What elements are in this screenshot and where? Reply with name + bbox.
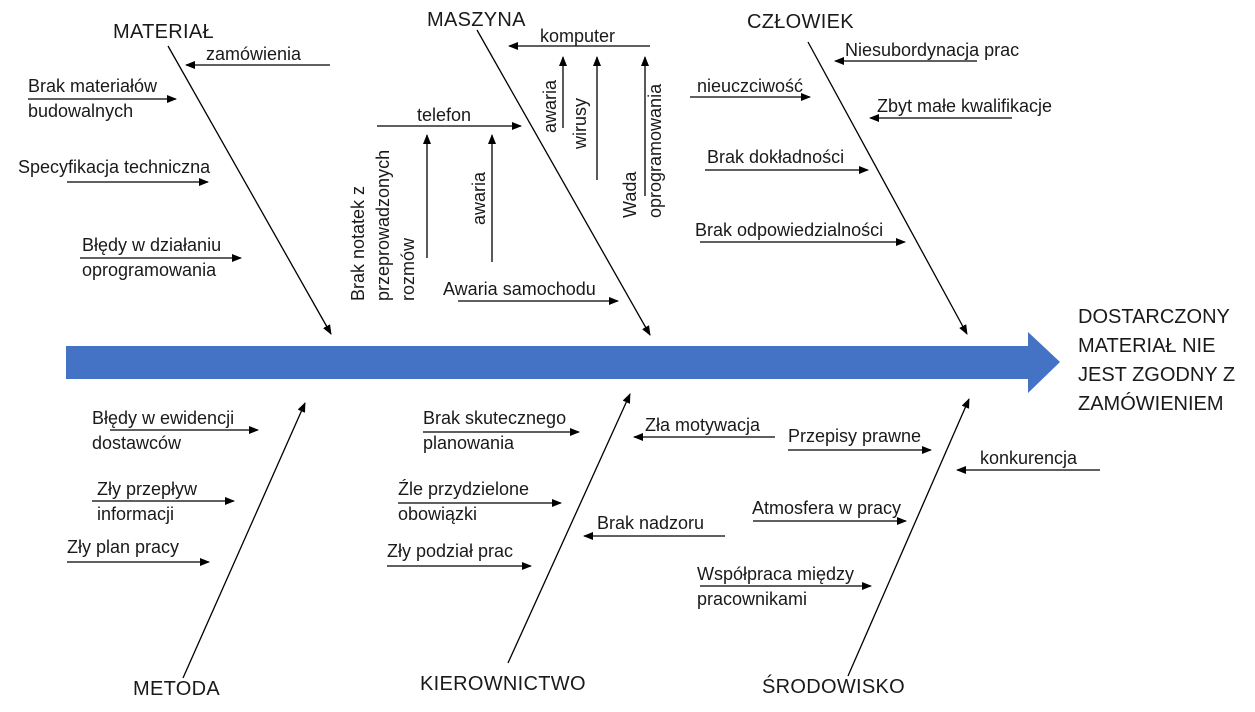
cause-planowanie: Brak skutecznego planowania — [423, 408, 567, 453]
cause-obowiazki: Źle przydzielone obowiązki — [398, 479, 530, 524]
branch-line-material — [167, 45, 332, 335]
branch-line-srodowisko — [847, 398, 970, 677]
branch-line-maszyna — [476, 29, 651, 336]
cause-przepisy: Przepisy prawne — [788, 426, 922, 446]
cause-awaria-samochodu: Awaria samochodu — [443, 279, 596, 299]
cause-brak-notatek: Brak notatek z przeprowadzonych rozmów — [348, 149, 418, 301]
cause-komputer: komputer — [540, 26, 616, 46]
category-title-maszyna: MASZYNA — [427, 9, 526, 31]
cause-niesubordynacja: Niesubordynacja prac — [845, 40, 1020, 60]
cause-wada-oprogramowania: Wada oprogramowania — [620, 83, 665, 218]
cause-nieuczciwosc: nieuczciwość — [697, 76, 804, 96]
cause-specyfikacja: Specyfikacja techniczna — [18, 157, 211, 177]
category-title-czlowiek: CZŁOWIEK — [747, 11, 854, 33]
cause-motywacja: Zła motywacja — [645, 415, 761, 435]
branch-line-kierownictwo — [507, 393, 631, 664]
branch-line-metoda — [182, 402, 306, 679]
cause-wspolpraca: Współpraca między pracownikami — [697, 564, 855, 609]
cause-konkurencja: konkurencja — [980, 448, 1078, 468]
cause-zamowienia: zamówienia — [206, 44, 302, 64]
cause-nadzor: Brak nadzoru — [597, 513, 705, 533]
cause-wirusy: wirusy — [570, 97, 590, 149]
branch-line-czlowiek — [807, 41, 968, 335]
cause-kwalifikacje: Zbyt małe kwalifikacje — [877, 96, 1053, 116]
cause-awaria-telefonu: awaria — [469, 171, 489, 225]
cause-brak-materialow: Brak materiałów budowalnych — [28, 76, 158, 121]
cause-podzial: Zły podział prac — [387, 541, 514, 561]
cause-ewidencja: Błędy w ewidencji dostawców — [92, 408, 235, 453]
cause-bledy-dzialanie: Błędy w działaniu oprogramowania — [82, 235, 222, 280]
cause-telefon: telefon — [417, 105, 472, 125]
effect-statement: DOSTARCZONY MATERIAŁ NIE JEST ZGODNY Z Z… — [1078, 306, 1236, 415]
category-title-kierownictwo: KIEROWNICTWO — [420, 673, 586, 695]
cause-odpowiedzialnosc: Brak odpowiedzialności — [695, 220, 884, 240]
cause-awaria-komputera: awaria — [540, 79, 560, 133]
category-title-material: MATERIAŁ — [113, 21, 214, 43]
cause-przeplyw: Zły przepływ informacji — [97, 479, 198, 524]
spine-arrow — [66, 332, 1060, 393]
cause-plan: Zły plan pracy — [67, 537, 180, 557]
category-title-srodowisko: ŚRODOWISKO — [762, 676, 906, 698]
cause-atmosfera: Atmosfera w pracy — [752, 498, 902, 518]
cause-dokladnosc: Brak dokładności — [707, 147, 845, 167]
category-title-metoda: METODA — [133, 678, 220, 700]
